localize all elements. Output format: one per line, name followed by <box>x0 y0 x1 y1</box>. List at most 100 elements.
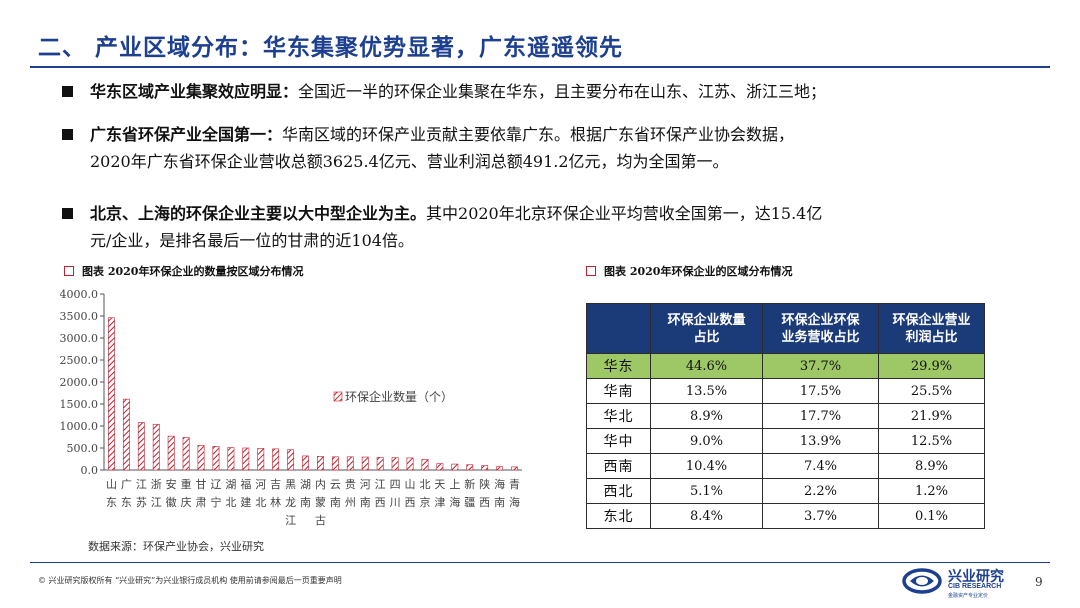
bar <box>152 423 160 471</box>
table-region-cell: 华中 <box>586 428 651 454</box>
bullet-square-icon <box>62 129 73 140</box>
footer-divider <box>30 562 1050 563</box>
bar <box>257 448 265 471</box>
bullet-text: 华南区域的环保产业贡献主要依靠广东。根据广东省环保产业协会数据， <box>282 125 795 144</box>
table-value-cell: 37.7% <box>762 353 879 379</box>
bar <box>346 456 354 471</box>
bar <box>182 437 190 471</box>
table-value-cell: 17.7% <box>762 403 879 429</box>
x-category-label: 湖北 <box>225 478 236 509</box>
right-table-title: 图表 2020年环保企业的区域分布情况 <box>586 263 792 279</box>
table-value-cell: 2.2% <box>762 478 879 504</box>
bar <box>361 456 369 471</box>
table-value-cell: 12.5% <box>878 428 985 454</box>
y-tick-label: 1000.0 <box>60 420 98 433</box>
table-region-cell: 华北 <box>586 403 651 429</box>
left-chart-title: 图表 2020年环保企业的数量按区域分布情况 <box>64 263 303 279</box>
table-region-cell: 华南 <box>586 378 651 404</box>
table-value-cell: 29.9% <box>878 353 985 379</box>
y-tick-label: 1500.0 <box>60 398 98 411</box>
x-category-label: 贵州 <box>345 478 356 509</box>
bar <box>331 456 339 471</box>
table-row: 华南 13.5% 17.5% 25.5% <box>586 378 985 404</box>
bullet-text: 其中2020年北京环保企业平均营收全国第一，达15.4亿 <box>426 204 823 223</box>
bar-chart-svg: 0.0 500.0 1000.0 1500.0 2000.0 2500.0 3000.0 35… <box>60 288 522 527</box>
bar <box>167 435 175 471</box>
region-distribution-table: 环保企业数量 占比 环保企业环保 业务营收占比 环保企业营业 利润占比 华东 44.6%… <box>586 303 985 529</box>
x-category-label: 辽宁 <box>210 478 221 509</box>
x-category-label: 湖南 <box>300 478 311 509</box>
table-value-cell: 8.9% <box>650 403 763 429</box>
x-category-label: 云南 <box>330 478 341 509</box>
bar <box>406 457 414 471</box>
bullet-square-icon <box>62 208 73 219</box>
x-category-label: 天津 <box>434 478 445 509</box>
bullet-east-china: 华东区域产业集聚效应明显：全国近一半的环保企业集聚在华东，且主要分布在山东、江苏… <box>62 78 1052 105</box>
table-value-cell: 17.5% <box>762 378 879 404</box>
table-value-cell: 8.9% <box>878 453 985 479</box>
y-tick-label: 2000.0 <box>60 376 98 389</box>
x-category-label: 广东 <box>121 478 132 509</box>
table-value-cell: 5.1% <box>650 478 763 504</box>
y-tick-label: 0.0 <box>81 464 99 477</box>
bullet-highlight: 华东区域产业集聚效应明显： <box>90 82 299 101</box>
page-title: 二、 产业区域分布：华东集聚优势显著，广东遥遥领先 <box>38 35 624 61</box>
bar <box>272 448 280 471</box>
y-tick-label: 3500.0 <box>60 310 98 323</box>
x-category-label: 浙江 <box>151 478 162 509</box>
bar <box>302 455 309 471</box>
y-tick-label: 4000.0 <box>60 288 98 301</box>
table-row: 华北 8.9% 17.7% 21.9% <box>586 403 985 429</box>
x-category-label: 河北 <box>255 478 266 509</box>
table-value-cell: 21.9% <box>878 403 985 429</box>
table-value-cell: 3.7% <box>762 503 879 529</box>
logo-sub: 金融资产专业定价 <box>948 593 989 599</box>
bar <box>376 457 384 471</box>
table-value-cell: 9.0% <box>650 428 763 454</box>
chart-source-note: 数据来源：环保产业协会，兴业研究 <box>88 540 264 553</box>
table-value-cell: 10.4% <box>650 453 763 479</box>
table-region-cell: 东北 <box>586 503 651 529</box>
table-value-cell: 13.9% <box>762 428 879 454</box>
table-value-cell: 25.5% <box>878 378 985 404</box>
square-outline-icon <box>586 266 596 276</box>
table-row: 东北 8.4% 3.7% 0.1% <box>586 503 985 529</box>
bullet-guangdong: 广东省环保产业全国第一：华南区域的环保产业贡献主要依靠广东。根据广东省环保产业协… <box>62 121 1052 175</box>
bar <box>511 466 518 471</box>
bar <box>421 459 429 471</box>
x-category-label: 青海 <box>509 478 520 509</box>
legend-swatch <box>333 391 343 402</box>
table-value-cell: 8.4% <box>650 503 763 529</box>
bar <box>287 449 295 471</box>
bar <box>391 457 399 471</box>
table-header-cell: 环保企业营业 利润占比 <box>878 303 985 354</box>
table-value-cell: 0.1% <box>878 503 985 529</box>
y-tick-label: 3000.0 <box>60 332 98 345</box>
logo-en: CIB RESEARCH <box>948 583 1002 590</box>
bullet-beijing-shanghai: 北京、上海的环保企业主要以大中型企业为主。其中2020年北京环保企业平均营收全国… <box>62 200 1052 254</box>
table-region-cell: 华东 <box>586 353 651 379</box>
bar <box>317 456 324 471</box>
bullet-text: 全国近一半的环保企业集聚在华东，且主要分布在山东、江苏、浙江三地； <box>298 82 827 101</box>
table-value-cell: 44.6% <box>650 353 763 379</box>
title-divider <box>30 66 1050 68</box>
square-outline-icon <box>64 266 74 276</box>
bar <box>436 463 444 471</box>
bar <box>197 445 205 471</box>
bar <box>451 463 459 471</box>
bullet-highlight: 北京、上海的环保企业主要以大中型企业为主。 <box>90 204 427 223</box>
bullet-text-line2: 元/企业，是排名最后一位的甘肃的近104倍。 <box>90 231 414 250</box>
footer-disclaimer: © 兴业研究版权所有 “兴业研究”为兴业银行成员机构 使用前请参阅最后一页重要声… <box>38 576 342 585</box>
x-category-label: 陕西 <box>479 477 490 509</box>
x-category-label: 新疆 <box>464 477 475 509</box>
bar <box>481 465 489 471</box>
table-region-cell: 西北 <box>586 478 651 504</box>
legend-label: 环保企业数量（个） <box>345 389 453 404</box>
table-header-row: 环保企业数量 占比 环保企业环保 业务营收占比 环保企业营业 利润占比 <box>586 303 985 354</box>
table-row: 西南 10.4% 7.4% 8.9% <box>586 453 985 479</box>
y-tick-label: 500.0 <box>67 442 99 455</box>
x-category-label: 重庆 <box>181 477 192 509</box>
x-category-label: 上海 <box>449 478 460 509</box>
logo-cn: 兴业研究 <box>948 569 1004 585</box>
bar <box>212 445 220 471</box>
